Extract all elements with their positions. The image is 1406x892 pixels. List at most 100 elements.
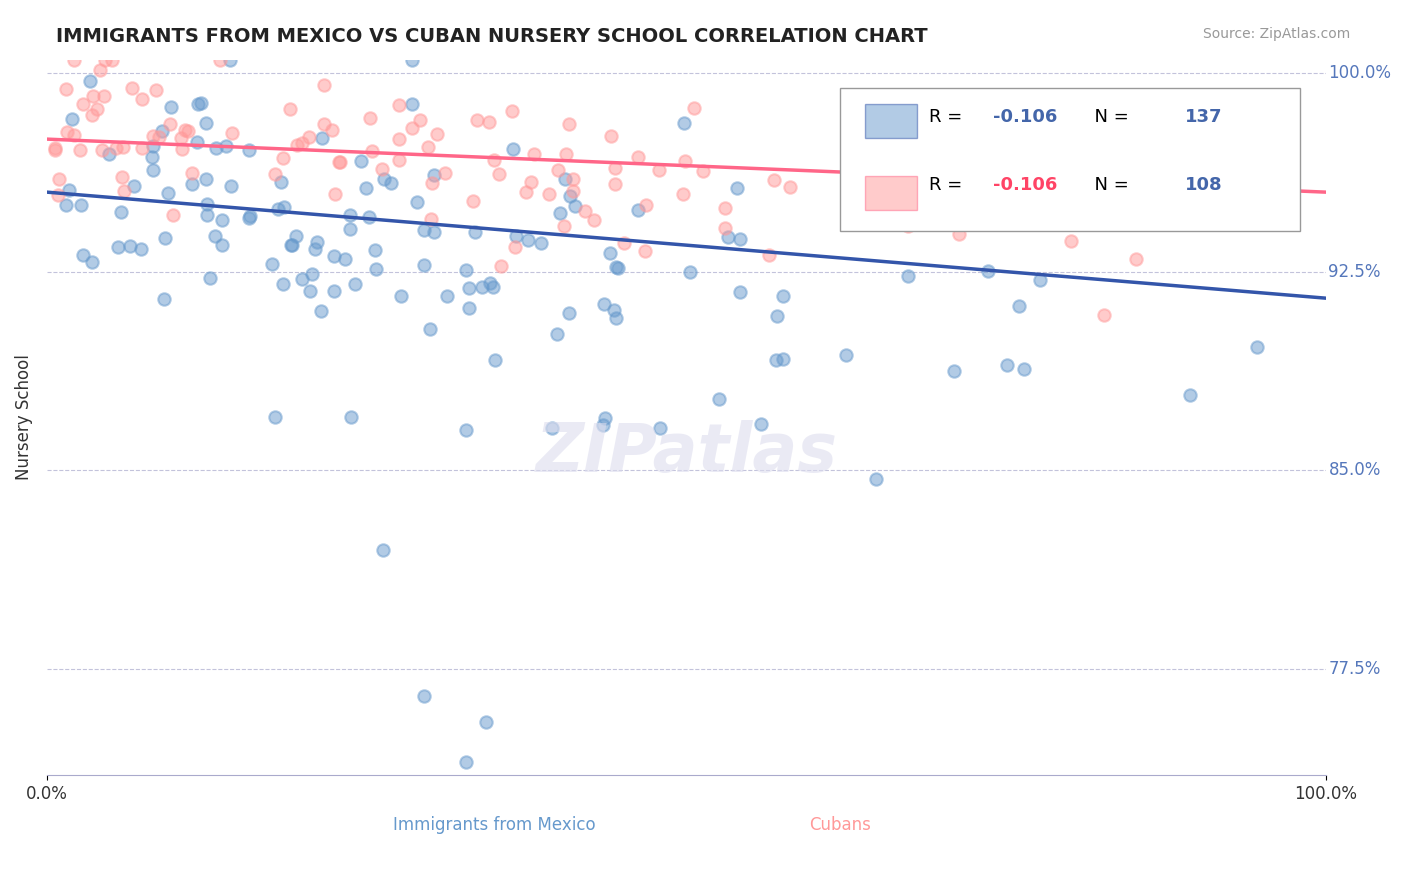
Point [478,115,501,129]
Point [281,238,304,252]
Point [505,229,527,244]
Text: -0.106: -0.106 [993,108,1057,126]
Point [323,284,346,298]
Point [865,472,887,486]
Point [593,296,616,310]
Point [160,100,183,114]
Text: Source: ZipAtlas.com: Source: ZipAtlas.com [1202,27,1350,41]
Point [943,364,966,378]
Bar [866,104,917,138]
Point [55,125,77,139]
Point [772,351,794,366]
Point [1008,299,1031,313]
Point [280,237,302,252]
Point [977,264,1000,278]
Point [105,141,128,155]
Point [713,201,735,215]
Point [209,53,232,67]
Point [273,277,295,292]
Point [561,172,583,186]
Point [772,288,794,302]
Point [112,140,135,154]
Point [749,417,772,431]
Point [627,202,650,217]
Point [489,259,512,273]
Point [648,421,671,435]
Point [58,184,80,198]
Bar [398,807,437,836]
Point [70,198,93,212]
Point [995,358,1018,372]
Point [636,198,658,212]
Point [55,198,77,212]
Point [479,276,502,290]
Point [405,195,427,210]
Point [1212,204,1234,219]
Point [174,122,197,136]
Point [361,145,384,159]
Point [354,181,377,195]
Point [238,143,260,157]
Text: Immigrants from Mexico: Immigrants from Mexico [394,816,596,834]
Point [388,131,411,145]
Text: R =: R = [929,108,969,126]
Point [321,123,343,137]
Point [311,131,333,145]
Point [561,184,583,198]
Point [141,162,163,177]
Point [434,166,457,180]
Point [150,124,173,138]
Point [728,285,751,299]
Point [717,230,740,244]
Point [595,410,617,425]
Point [1046,173,1069,187]
Point [540,421,562,435]
Point [93,53,115,67]
Point [373,172,395,186]
Point [218,53,240,67]
Point [46,188,69,202]
Point [263,410,285,425]
Point [148,130,170,145]
Point [530,235,553,250]
Point [107,239,129,253]
Point [673,154,696,169]
Text: 77.5%: 77.5% [1329,660,1381,678]
Point [350,153,373,168]
Point [436,289,458,303]
Point [942,176,965,190]
Point [298,129,321,144]
Point [420,177,443,191]
Point [779,180,801,194]
Point [401,53,423,67]
Point [389,289,412,303]
Point [198,271,221,285]
Point [583,213,606,227]
Point [553,219,575,233]
Text: -0.106: -0.106 [993,176,1057,194]
Point [373,543,395,558]
Point [603,178,626,192]
Point [714,221,737,235]
Point [558,117,581,131]
Point [82,89,104,103]
Point [270,175,292,189]
Point [340,410,363,425]
Point [260,257,283,271]
Point [110,169,132,184]
Point [366,261,388,276]
Point [129,243,152,257]
Point [471,280,494,294]
Point [458,281,481,295]
Bar [839,88,1301,231]
Point [1012,362,1035,376]
Point [79,74,101,88]
Point [537,187,560,202]
Point [122,178,145,193]
Point [339,208,361,222]
Text: N =: N = [1083,176,1135,194]
Point [238,211,260,225]
Point [1178,388,1201,402]
Text: 85.0%: 85.0% [1329,461,1381,480]
Text: Cubans: Cubans [808,816,870,834]
